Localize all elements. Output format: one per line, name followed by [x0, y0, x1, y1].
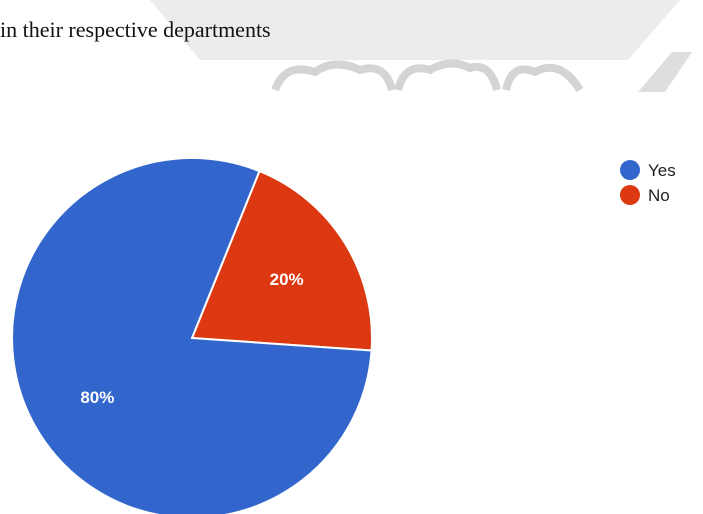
watermark-slash	[638, 52, 692, 92]
legend-swatch-no	[620, 185, 640, 205]
pie-slices	[11, 157, 373, 514]
question-text: in their respective departments	[0, 17, 271, 42]
legend: Yes No	[620, 160, 676, 205]
pie-slice-yes	[11, 157, 373, 514]
watermark-cloud-1	[271, 60, 396, 92]
value-label-no: 20%	[270, 270, 304, 289]
legend-label-no: No	[648, 186, 670, 205]
pie-slice-no	[190, 169, 373, 352]
legend-label-yes: Yes	[648, 161, 676, 180]
value-label-yes: 80%	[80, 388, 114, 407]
watermark-graphic	[150, 0, 692, 93]
watermark-cloud-2	[394, 59, 501, 92]
legend-swatch-yes	[620, 160, 640, 180]
pie-value-labels: 20% 80%	[80, 270, 303, 407]
watermark-cloud-3	[502, 63, 584, 93]
watermark-band	[150, 0, 680, 60]
